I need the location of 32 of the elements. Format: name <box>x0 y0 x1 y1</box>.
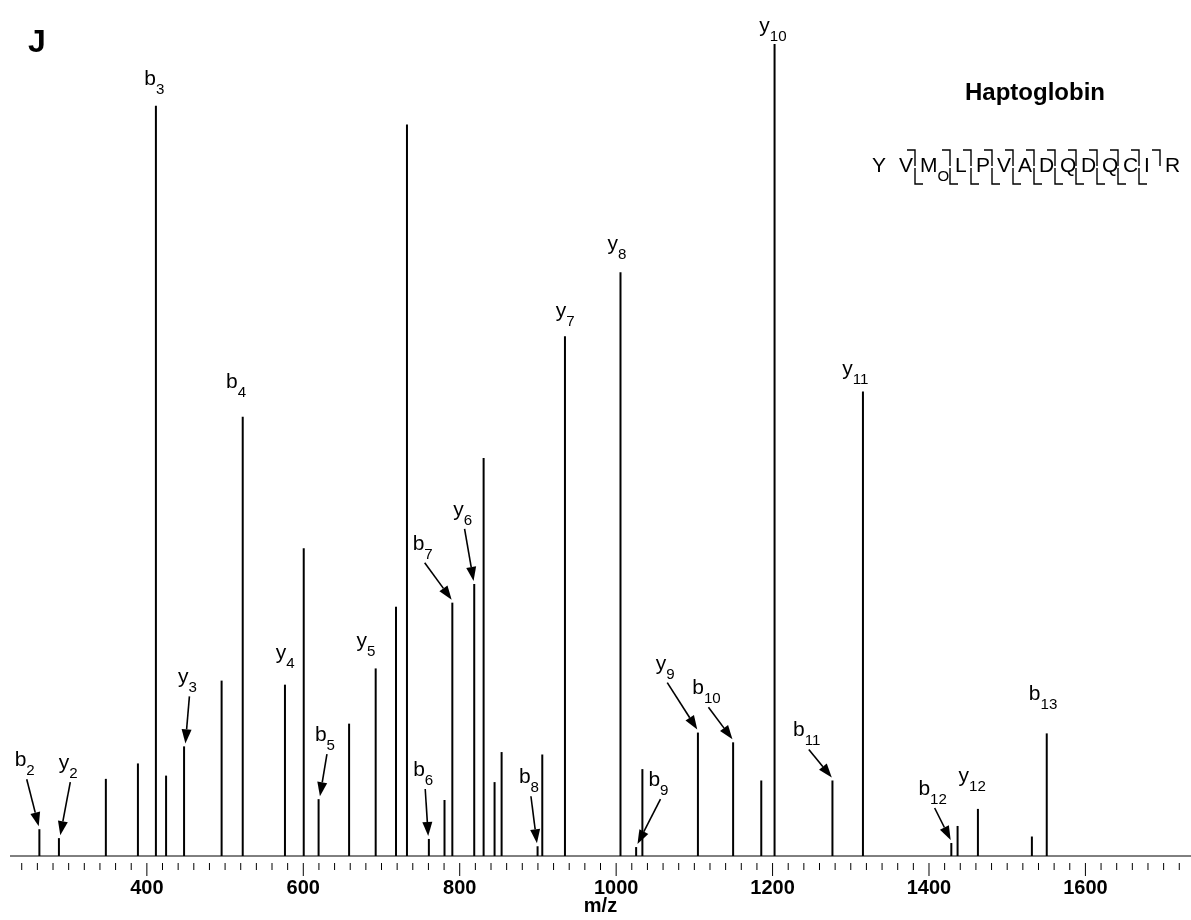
text: Y V M$_{O}$ L P V A D Q D Q C I R <box>872 153 1181 184</box>
annotation: y$_{10}$ <box>759 13 787 44</box>
annotation: b$_{9}$ <box>648 767 669 798</box>
annotation: y$_{11}$ <box>842 355 869 387</box>
annotation: y$_{3}$ <box>177 664 197 695</box>
annotation: b$_{4}$ <box>226 368 247 400</box>
annotation: b$_{8}$ <box>518 764 539 795</box>
annotation: b$_{7}$ <box>412 530 433 562</box>
annotation: y$_{2}$ <box>58 750 78 781</box>
annotation: y$_{5}$ <box>356 628 376 659</box>
annotation: b$_{13}$ <box>1028 681 1058 712</box>
annotation: y$_{8}$ <box>607 231 627 262</box>
annotation: y$_{4}$ <box>275 639 295 671</box>
annotation: y$_{12}$ <box>958 762 986 794</box>
text: Haptoglobin <box>965 78 1105 105</box>
annotation: J <box>28 23 46 59</box>
x-tick-label: 1400 <box>906 876 952 898</box>
annotation: b$_{11}$ <box>793 717 821 748</box>
annotation: b$_{2}$ <box>14 747 35 778</box>
annotation: b$_{12}$ <box>918 776 947 807</box>
annotation: b$_{5}$ <box>314 722 335 753</box>
x-tick-label: 600 <box>286 876 320 898</box>
annotation: y$_{9}$ <box>655 650 675 682</box>
x-tick-label: 1600 <box>1063 876 1108 898</box>
annotation: b$_{10}$ <box>692 675 721 706</box>
x-tick-label: 800 <box>443 876 477 898</box>
annotation: b$_{6}$ <box>413 756 434 788</box>
x-tick-label: 1200 <box>750 876 795 898</box>
annotation: y$_{6}$ <box>453 496 473 528</box>
annotation: b$_{3}$ <box>144 65 165 97</box>
x-tick-label: 400 <box>130 876 164 898</box>
annotation: y$_{7}$ <box>555 298 575 329</box>
